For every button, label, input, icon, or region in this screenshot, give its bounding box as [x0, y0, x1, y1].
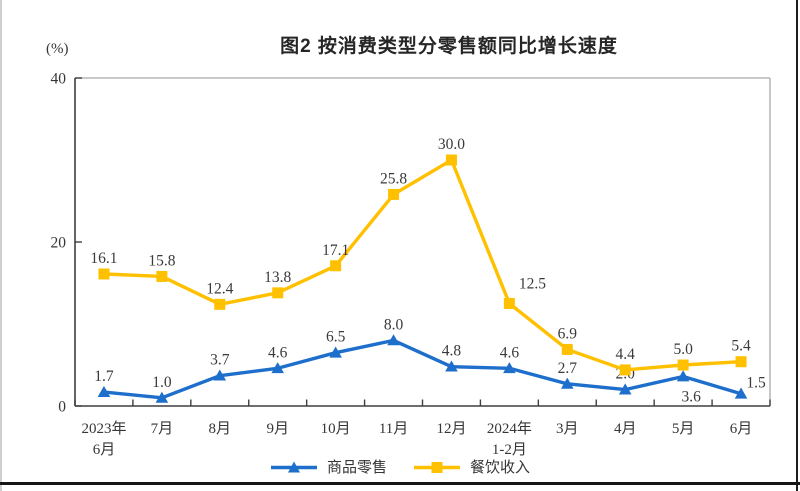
data-label: 3.7: [210, 352, 230, 369]
x-axis-label: 4月: [614, 421, 637, 437]
x-axis-label: 10月: [321, 421, 351, 437]
data-point-marker: [330, 260, 342, 272]
data-point-marker: [329, 346, 342, 358]
x-axis-label: 11月: [379, 421, 408, 437]
x-axis-label: 2023年 6月: [81, 420, 126, 458]
data-point-marker: [98, 268, 110, 280]
data-label: 2.7: [558, 360, 578, 377]
data-point-marker: [619, 364, 631, 376]
x-axis-label: 9月: [266, 421, 289, 437]
data-label: 15.8: [148, 252, 175, 269]
data-point-marker: [213, 369, 227, 381]
screenshot-border-right: [796, 0, 798, 491]
x-axis-label: 6月: [730, 421, 753, 437]
data-label: 4.6: [268, 344, 288, 361]
x-axis-label: 7月: [151, 421, 174, 437]
data-label: 1.0: [152, 374, 172, 391]
data-point-marker: [503, 298, 515, 309]
x-axis-label: 3月: [556, 421, 579, 437]
data-point-marker: [387, 334, 400, 346]
data-label: 17.1: [322, 242, 349, 259]
data-label: 5.4: [731, 338, 751, 355]
data-label: 4.4: [616, 346, 636, 363]
data-point-marker: [734, 387, 748, 399]
series-line-1: [102, 158, 743, 372]
legend-marker: [431, 461, 443, 473]
data-point-marker: [676, 370, 690, 382]
data-label: 6.9: [558, 325, 578, 342]
data-point-marker: [388, 188, 400, 200]
data-label: 6.5: [326, 329, 346, 346]
screenshot-border-bottom: [0, 482, 800, 485]
data-label: 30.0: [438, 136, 465, 153]
screenshot-border-left: [0, 0, 2, 491]
chart-title: 图2 按消费类型分零售额同比增长速度: [280, 36, 618, 57]
y-axis-tick-label: 40: [51, 71, 67, 88]
y-axis-tick-label: 0: [58, 399, 66, 416]
data-label: 13.8: [264, 269, 291, 286]
data-label: 1.7: [94, 368, 114, 385]
data-point-marker: [272, 287, 284, 299]
y-axis-tick-label: 20: [51, 235, 67, 252]
data-point-marker: [155, 391, 169, 403]
series-line-0: [102, 338, 743, 400]
data-label: 12.5: [519, 276, 546, 293]
data-label: 16.1: [90, 250, 117, 267]
legend-item-goods-retail: 商品零售: [270, 456, 387, 477]
data-point-marker: [156, 270, 168, 282]
data-label: 4.6: [500, 344, 520, 361]
data-label: 1.5: [746, 375, 766, 392]
data-point-marker: [677, 359, 689, 371]
legend: 商品零售 餐饮收入: [0, 456, 800, 477]
catering-line-marker-icon: [414, 461, 460, 473]
data-point-marker: [503, 362, 516, 374]
data-point-marker: [97, 385, 111, 397]
data-point-marker: [560, 377, 574, 389]
legend-label-catering: 餐饮收入: [470, 460, 531, 476]
data-label: 3.6: [681, 388, 701, 405]
data-point-marker: [445, 360, 458, 372]
data-label: 25.8: [380, 170, 407, 187]
data-label: 8.0: [384, 316, 404, 333]
x-axis-label: 8月: [209, 421, 232, 437]
legend-marker: [287, 461, 300, 472]
y-axis-unit-label: (%): [46, 41, 69, 57]
data-point-marker: [445, 154, 457, 166]
x-axis-label: 12月: [436, 421, 466, 437]
data-point-marker: [735, 356, 747, 368]
data-label: 4.8: [442, 343, 462, 360]
legend-label-goods-retail: 商品零售: [326, 460, 387, 476]
data-point-marker: [561, 343, 573, 355]
x-axis-label: 2024年 1-2月: [487, 420, 532, 458]
data-point-marker: [618, 383, 632, 395]
x-axis-label: 5月: [672, 421, 695, 437]
legend-item-catering: 餐饮收入: [413, 456, 530, 477]
data-label: 5.0: [673, 341, 693, 358]
data-label: 12.4: [206, 280, 233, 297]
data-point-marker: [271, 362, 285, 374]
data-point-marker: [214, 298, 226, 310]
goods-retail-line-marker-icon: [270, 461, 317, 472]
